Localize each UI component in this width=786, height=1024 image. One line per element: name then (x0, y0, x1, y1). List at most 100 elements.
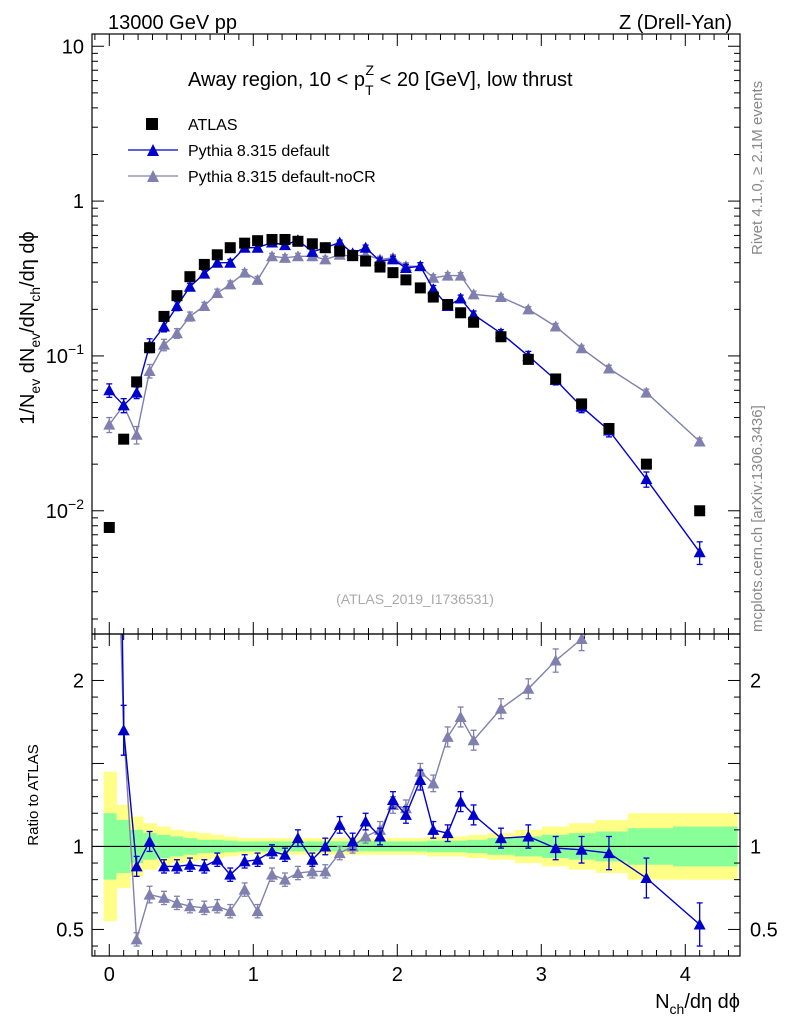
point-default (399, 261, 412, 273)
ratio-point-nocr (333, 847, 346, 859)
point-atlas (131, 376, 143, 388)
y-axis-label-main: 1/Nev dNev/dNch/dη dϕ (17, 231, 43, 424)
ratio-point-default (266, 845, 278, 857)
point-default (359, 241, 372, 253)
ratio-point-default (693, 918, 706, 930)
point-atlas (292, 235, 304, 247)
point-atlas (334, 245, 346, 257)
point-default (414, 260, 427, 272)
ratio-point-default (278, 848, 291, 860)
ratio-point-default (198, 860, 211, 872)
point-atlas (468, 316, 480, 328)
point-atlas (603, 422, 615, 434)
point-nocr (693, 435, 706, 447)
ratio-point-default (319, 840, 332, 852)
x-axis-label: Nch/dη dϕ (655, 991, 740, 1017)
point-atlas (103, 521, 115, 533)
ratio-panel-frame (91, 633, 741, 957)
point-atlas (495, 331, 507, 343)
ratio-point-nocr (143, 888, 156, 900)
ratio-point-nocr (441, 730, 454, 742)
ratio-point-default (602, 847, 615, 859)
legend-label-nocr: Pythia 8.315 default-noCR (188, 169, 376, 186)
x-tick-label: 2 (392, 964, 403, 986)
y-axis-label-ratio: Ratio to ATLAS (25, 744, 42, 845)
point-default (333, 236, 346, 248)
point-nocr (170, 327, 183, 339)
point-atlas (239, 237, 251, 249)
point-default (170, 300, 183, 312)
point-default (306, 245, 319, 257)
ratio-point-nocr (130, 933, 143, 945)
legend: ATLAS Pythia 8.315 default Pythia 8.315 … (128, 117, 376, 186)
y-tick-label: 10−2 (46, 496, 84, 523)
point-atlas (279, 233, 291, 245)
point-atlas (442, 298, 454, 310)
point-nocr (251, 273, 264, 285)
point-default (454, 292, 467, 304)
ratio-point-default (130, 860, 143, 872)
point-atlas (522, 353, 534, 365)
point-atlas (576, 398, 588, 410)
point-atlas (266, 233, 278, 245)
x-tick-label: 3 (536, 964, 547, 986)
ratio-point-nocr (170, 896, 183, 908)
point-atlas (118, 433, 130, 445)
ratio-point-nocr (359, 830, 372, 842)
main-data-layer (103, 233, 706, 566)
point-nocr (640, 386, 653, 398)
x-tick-label: 0 (104, 964, 115, 986)
point-atlas (347, 250, 359, 262)
point-default (224, 256, 237, 268)
point-default (158, 320, 170, 332)
ratio-point-nocr (278, 873, 291, 885)
ratio-point-nocr (603, 600, 615, 611)
point-nocr (575, 342, 588, 354)
point-default (251, 241, 264, 253)
ratio-point-nocr (575, 634, 588, 644)
point-nocr (454, 269, 467, 281)
point-atlas (319, 242, 331, 254)
ratio-point-nocr (103, 243, 115, 254)
line-default (108, 239, 701, 553)
ratio-y-tick-label-right: 0.5 (750, 919, 778, 941)
legend-marker-nocr (147, 170, 159, 182)
point-nocr (103, 418, 116, 430)
ratio-point-default (427, 823, 440, 835)
ratio-point-default (306, 853, 319, 865)
ratio-point-nocr (640, 525, 652, 536)
ratio-point-default (211, 853, 224, 865)
ratio-point-default (158, 860, 170, 872)
header-left: 13000 GeV pp (108, 12, 237, 34)
ratio-point-default (441, 827, 454, 839)
point-atlas (550, 373, 562, 385)
ratio-point-nocr (306, 865, 319, 877)
ratio-point-nocr (224, 905, 237, 917)
ratio-point-default (183, 858, 196, 870)
point-nocr (494, 291, 507, 303)
x-tick-label: 1 (248, 964, 259, 986)
point-atlas (400, 274, 412, 286)
ratio-point-nocr (291, 867, 304, 879)
point-atlas (387, 267, 399, 279)
point-atlas (427, 291, 439, 303)
point-nocr (319, 253, 332, 265)
point-default (198, 267, 211, 279)
ratio-y-tick-label: 2 (73, 670, 84, 692)
ratio-point-default (224, 868, 237, 880)
ratio-point-default (454, 795, 467, 807)
legend-marker-default (147, 144, 159, 156)
point-nocr (143, 364, 156, 376)
mcplots-label: mcplots.cern.ch [arXiv:1306.3436] (749, 405, 766, 632)
ratio-point-default (333, 818, 346, 830)
ratio-point-nocr (198, 901, 211, 913)
ratio-y-tick-label: 1 (73, 836, 84, 858)
point-nocr (602, 362, 615, 374)
legend-label-default: Pythia 8.315 default (188, 143, 330, 160)
point-atlas (184, 271, 196, 283)
point-default (640, 473, 653, 485)
ratio-point-default (346, 835, 359, 847)
ratio-point-default (522, 830, 535, 842)
point-atlas (455, 307, 467, 319)
